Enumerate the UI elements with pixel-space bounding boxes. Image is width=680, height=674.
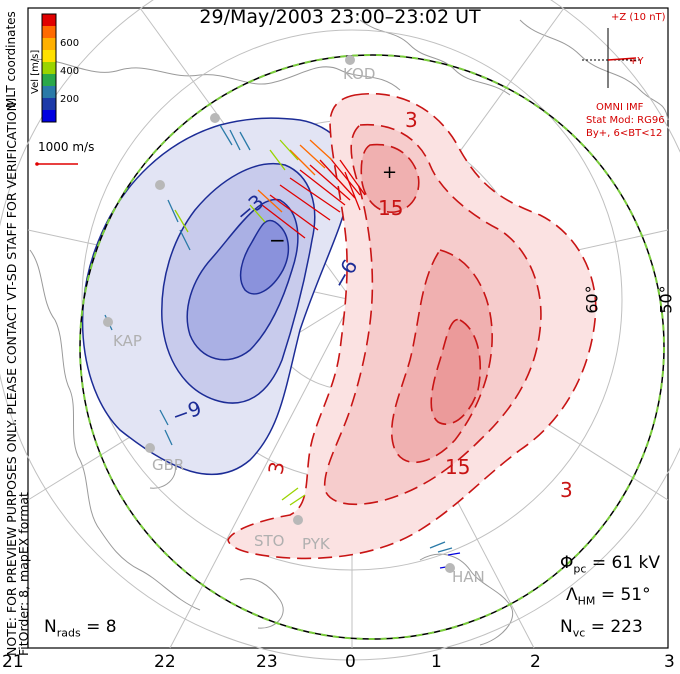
radar-site-markers	[103, 55, 455, 573]
colorbar-swatch	[42, 62, 56, 75]
contour-label-pos-15-bottom: 15	[445, 455, 471, 479]
negative-potential-cell	[81, 117, 353, 476]
potential-minimum-marker: −	[269, 228, 286, 252]
nrads-stat: Nrads = 8	[44, 617, 117, 639]
imf-dial	[582, 28, 640, 88]
potential-maximum-marker: +	[382, 162, 397, 183]
nrads-value: = 8	[86, 617, 117, 637]
colorbar-swatch	[42, 110, 56, 123]
station-han: HAN	[452, 568, 485, 586]
map-title: 29/May/2003 23:00–23:02 UT	[199, 6, 481, 28]
mlt-label-21: 21	[2, 652, 24, 672]
contour-label-pos-15-top: 15	[378, 196, 404, 220]
station-pyk: PYK	[302, 535, 330, 553]
contour-label-pos-3-top: 3	[405, 108, 418, 132]
imf-y-label: +Y	[629, 56, 644, 67]
nvc-subscript: vc	[572, 626, 586, 640]
lambda-value: = 51°	[600, 585, 651, 605]
colorbar-swatch	[42, 14, 56, 27]
hm-boundary-green	[79, 54, 665, 640]
mlt-label-2: 2	[530, 652, 541, 672]
mlt-label-3: 3	[664, 652, 675, 672]
colorbar-label: Vel [m/s]	[30, 49, 41, 94]
velocity-colorbar	[41, 13, 57, 123]
mlt-label-0: 0	[345, 652, 356, 672]
fitorder-note: FitOrder: 8, mapEX format	[16, 492, 31, 656]
mlt-label-1: 1	[431, 652, 442, 672]
scale-vector-origin	[35, 162, 39, 166]
cross-polar-potential-stat: Φpc = 61 kV	[560, 553, 660, 575]
nrads-subscript: rads	[56, 626, 81, 640]
imf-source: OMNI IMF	[596, 102, 644, 113]
imf-condition: By+, 6<BT<12	[586, 128, 663, 139]
lambda-symbol: Λ	[566, 585, 578, 605]
colorbar-swatch	[42, 74, 56, 87]
colorbar-swatch	[42, 38, 56, 51]
stat-model: Stat Mod: RG96	[586, 115, 665, 126]
station-gbr: GBR	[152, 456, 185, 474]
colorbar-border	[41, 13, 57, 123]
scale-vector-label: 1000 m/s	[38, 140, 95, 154]
colorbar-tick-400: 400	[60, 66, 80, 77]
coastlines	[29, 19, 669, 646]
station-kod: KOD	[343, 65, 376, 83]
mlt-label-22: 22	[154, 652, 176, 672]
imf-z-label: +Z (10 nT)	[611, 12, 666, 23]
mlt-label-23: 23	[256, 652, 278, 672]
phi-symbol: Φ	[560, 553, 574, 573]
nvc-symbol: N	[560, 617, 573, 637]
nvc-value: = 223	[590, 617, 643, 637]
positive-potential-cell	[227, 93, 597, 560]
station-sto: STO	[254, 532, 285, 550]
colorbar-swatch	[42, 26, 56, 39]
nvc-stat: Nvc = 223	[560, 617, 643, 639]
colorbar-swatch	[42, 86, 56, 99]
latitude-label-60: 60°	[582, 285, 602, 314]
latitude-label-50: 50°	[656, 285, 676, 314]
lambda-subscript: HM	[577, 594, 596, 608]
colorbar-tick-600: 600	[60, 38, 80, 49]
colorbar-tick-200: 200	[60, 94, 80, 105]
hm-latitude-stat: ΛHM = 51°	[566, 585, 651, 607]
colorbar-swatch	[42, 98, 56, 111]
contour-label-pos-3-bottom: 3	[560, 478, 573, 502]
coordinate-system-label: MLT coordinates	[4, 11, 18, 108]
phi-subscript: pc	[573, 562, 587, 576]
station-kap: KAP	[113, 332, 142, 350]
colorbar-swatch	[42, 50, 56, 63]
phi-value: = 61 kV	[591, 553, 660, 573]
nrads-symbol: N	[44, 617, 57, 637]
